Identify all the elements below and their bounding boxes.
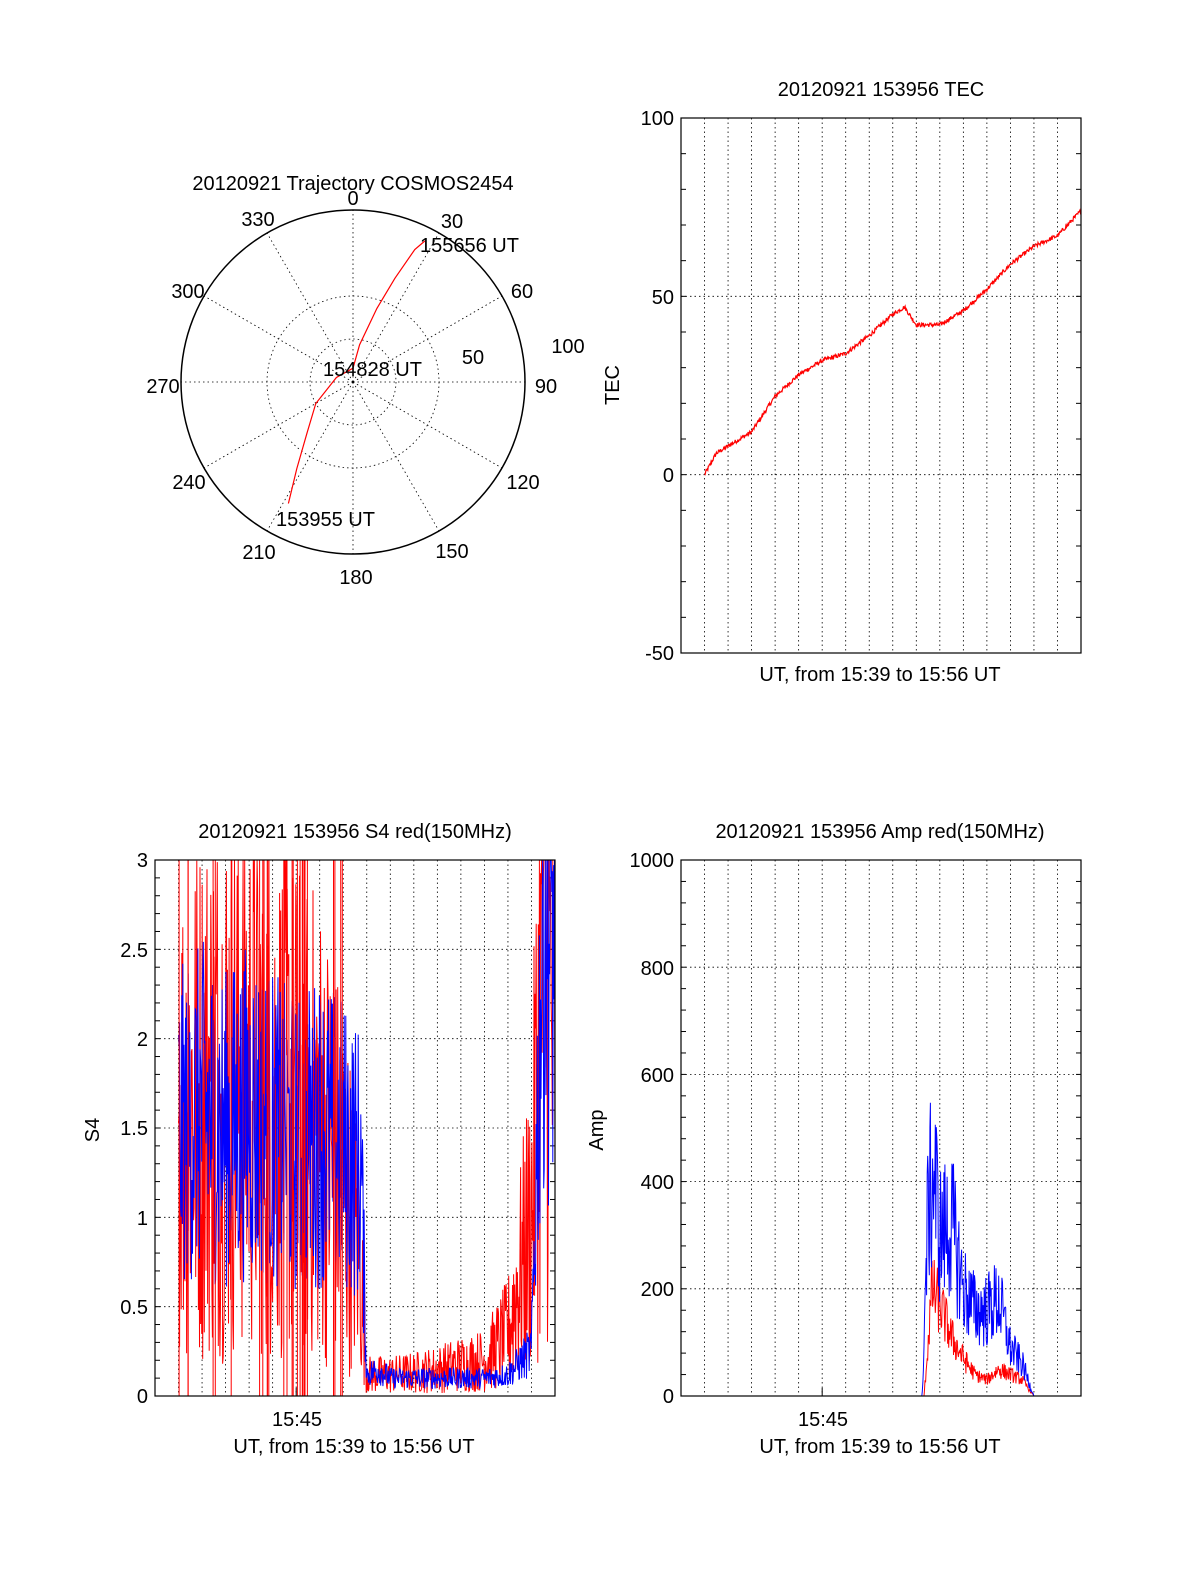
s4-ytick-2.5: 2.5 [120, 940, 148, 962]
s4-xlabel: UT, from 15:39 to 15:56 UT [233, 1436, 474, 1458]
s4-xtick-1545: 15:45 [272, 1409, 322, 1431]
amp-ytick-200: 200 [641, 1279, 674, 1301]
az-label-150: 150 [435, 541, 468, 563]
s4-ytick-1.5: 1.5 [120, 1118, 148, 1140]
amp-series [704, 1102, 1081, 1397]
polar-spoke-330 [266, 232, 354, 383]
az-label-330: 330 [241, 209, 274, 231]
amp-minor-ticks [681, 859, 1081, 1397]
s4-series [178, 859, 556, 1396]
s4-ylabel: S4 [82, 1118, 104, 1142]
polar-trajectory-line-0 [287, 240, 426, 504]
tec-series-red [704, 208, 1082, 476]
amp-ylabel: Amp [586, 1109, 608, 1150]
tec-ytick-100: 100 [641, 108, 674, 130]
polar-panel: 20120921 Trajectory COSMOS2454 0 30 60 9… [146, 173, 584, 589]
polar-spoke-120 [352, 381, 503, 469]
polar-spoke-30 [352, 232, 440, 383]
tec-minor-ticks [681, 117, 1081, 654]
az-label-210: 210 [242, 542, 275, 564]
tec-xlabel: UT, from 15:39 to 15:56 UT [759, 664, 1000, 686]
polar-grid [181, 210, 525, 554]
polar-annotation-mid: 154828 UT [323, 359, 422, 381]
tec-panel: 20120921 153956 TEC 100 50 0 -50 TEC UT,… [602, 79, 1082, 686]
s4-ytick-2: 2 [137, 1029, 148, 1051]
s4-ytick-0.5: 0.5 [120, 1297, 148, 1319]
amp-title: 20120921 153956 Amp red(150MHz) [715, 821, 1044, 843]
tec-title: 20120921 153956 TEC [778, 79, 984, 101]
s4-panel: 20120921 153956 S4 red(150MHz) 3 2.5 2 1… [82, 821, 556, 1458]
tec-ytick-50: 50 [652, 287, 674, 309]
tec-plot-frame [680, 117, 1082, 654]
tec-ylabel: TEC [602, 365, 624, 405]
amp-xlabel: UT, from 15:39 to 15:56 UT [759, 1436, 1000, 1458]
amp-ytick-800: 800 [641, 958, 674, 980]
az-label-240: 240 [172, 472, 205, 494]
amp-ytick-1000: 1000 [630, 850, 675, 872]
polar-spoke-60 [352, 295, 503, 383]
amp-ytick-600: 600 [641, 1065, 674, 1087]
polar-title: 20120921 Trajectory COSMOS2454 [192, 173, 513, 195]
az-label-180: 180 [339, 567, 372, 589]
az-label-120: 120 [506, 472, 539, 494]
s4-plot-frame [154, 859, 556, 1397]
polar-trajectory [287, 240, 426, 504]
az-label-60: 60 [511, 281, 533, 303]
polar-range-ring-0 [309, 338, 397, 426]
tec-series [704, 208, 1082, 476]
amp-panel: 20120921 153956 Amp red(150MHz) 1000 800… [586, 821, 1082, 1458]
polar-annotation-start: 153955 UT [276, 509, 375, 531]
polar-spoke-240 [203, 381, 354, 469]
amp-series-blue [704, 1102, 1081, 1397]
amp-ytick-400: 400 [641, 1172, 674, 1194]
s4-ytick-1: 1 [137, 1208, 148, 1230]
polar-annotation-end: 155656 UT [420, 235, 519, 257]
tec-ytick-neg50: -50 [645, 643, 674, 665]
radius-label-100: 100 [551, 336, 584, 358]
polar-spoke-210 [266, 381, 354, 532]
s4-ytick-0: 0 [137, 1386, 148, 1408]
s4-title: 20120921 153956 S4 red(150MHz) [198, 821, 512, 843]
az-label-90: 90 [535, 376, 557, 398]
amp-grid [681, 859, 1081, 1397]
polar-spoke-300 [203, 295, 354, 383]
tec-ytick-0: 0 [663, 465, 674, 487]
tec-grid [681, 117, 1081, 654]
az-label-300: 300 [171, 281, 204, 303]
az-label-270: 270 [146, 376, 179, 398]
amp-plot-frame [680, 859, 1082, 1397]
s4-ytick-3: 3 [137, 850, 148, 872]
az-label-0: 0 [347, 188, 358, 210]
polar-outer-circle [180, 209, 526, 555]
polar-azimuth-labels: 0 30 60 90 120 150 180 210 240 270 300 3… [146, 188, 557, 589]
amp-xtick-1545: 15:45 [798, 1409, 848, 1431]
radius-label-50: 50 [462, 347, 484, 369]
az-label-30: 30 [441, 211, 463, 233]
polar-spoke-150 [352, 381, 440, 532]
s4-series-blue [178, 859, 556, 1390]
amp-ytick-0: 0 [663, 1386, 674, 1408]
